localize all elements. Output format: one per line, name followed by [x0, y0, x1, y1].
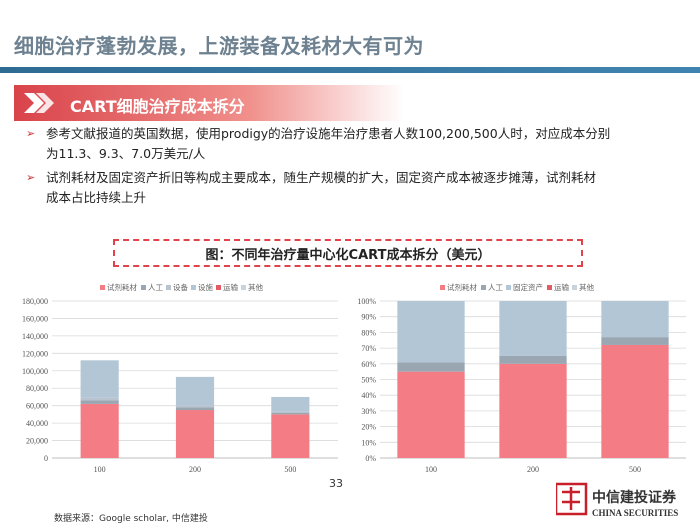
legend-entry: 固定资产	[513, 282, 543, 292]
legend-entry: 其他	[579, 282, 594, 292]
legend-entry: 人工	[488, 283, 503, 292]
legend-entry: 设备	[173, 282, 188, 292]
svg-text:CHINA SECURITIES: CHINA SECURITIES	[592, 508, 678, 518]
y-tick-label: 40,000	[26, 419, 48, 428]
legend-entry: 试剂耗材	[107, 282, 137, 292]
cost-share-chart: 0% 10% 20% 30% 40% 50% 60% 70% 80% 90% 100% 100 200 5…	[357, 282, 686, 474]
legend-swatch	[141, 285, 146, 290]
section-banner	[14, 85, 404, 121]
y-tick-label: 80,000	[26, 384, 48, 393]
x-tick-label: 100	[425, 465, 437, 474]
y-tick-label: 30%	[361, 407, 376, 416]
y-tick-label: 0%	[365, 454, 376, 463]
legend-swatch	[440, 285, 445, 290]
section-label: CART细胞治疗成本拆分	[70, 97, 245, 116]
y-tick-label: 70%	[361, 344, 376, 353]
source-note: 数据来源：Google scholar, 中信建投	[54, 514, 208, 524]
bar-segment-试剂耗材	[601, 344, 669, 458]
company-logo: 中信建投证券 CHINA SECURITIES	[556, 482, 678, 518]
y-tick-label: 140,000	[22, 332, 48, 341]
legend-entry: 人工	[148, 283, 163, 292]
legend-entry: 设施	[198, 282, 213, 292]
chevron-double-right-icon	[24, 93, 54, 113]
bar-segment-试剂耗材	[499, 363, 567, 458]
x-tick-label: 200	[527, 465, 539, 474]
legend-swatch	[100, 285, 105, 290]
bullet-item: ➢ 参考文献报道的英国数据，使用prodigy的治疗设施年治疗患者人数100,2…	[26, 124, 676, 164]
page-number: 33	[329, 477, 343, 490]
bar-segment-人工	[601, 337, 669, 345]
bullet-line: 参考文献报道的英国数据，使用prodigy的治疗设施年治疗患者人数100,200…	[46, 126, 611, 141]
legend-swatch	[216, 285, 221, 290]
bullet-line: 成本占比持续上升	[46, 190, 147, 205]
bar-segment-试剂耗材	[80, 403, 119, 458]
y-tick-label: 20%	[361, 423, 376, 432]
legend-entry: 运输	[223, 282, 238, 292]
x-tick-label: 500	[629, 465, 641, 474]
y-tick-label: 40%	[361, 391, 376, 400]
y-tick-label: 60%	[361, 360, 376, 369]
legend-swatch	[547, 285, 552, 290]
legend-entry: 试剂耗材	[447, 282, 477, 292]
figure-caption: 图：不同年治疗量中心化CART成本拆分（美元）	[113, 239, 583, 267]
arrow-bullet-icon: ➢	[26, 171, 36, 184]
bar-segment-设备	[175, 405, 215, 408]
bullet-item: ➢ 试剂耗材及固定资产折旧等构成主要成本，随生产规模的扩大，固定资产成本被逐步摊…	[26, 168, 676, 208]
legend-swatch	[506, 285, 511, 290]
y-tick-label: 100%	[357, 297, 376, 306]
y-tick-label: 80%	[361, 328, 376, 337]
cost-absolute-chart: 0 20,000 40,000 60,000 80,000 100,000 120,000 1…	[22, 282, 338, 474]
bar-segment-试剂耗材	[175, 410, 215, 458]
svg-text:中信建投证券: 中信建投证券	[592, 489, 677, 506]
bar-segment-固定资产	[499, 301, 567, 356]
title-rule	[0, 67, 700, 73]
x-tick-label: 500	[284, 465, 296, 474]
bar-segment-人工	[499, 355, 567, 364]
legend-swatch	[481, 285, 486, 290]
y-tick-label: 60,000	[26, 402, 48, 411]
y-tick-label: 20,000	[26, 437, 48, 446]
bullet-list: ➢ 参考文献报道的英国数据，使用prodigy的治疗设施年治疗患者人数100,2…	[26, 124, 676, 212]
legend-entry: 运输	[554, 282, 569, 292]
bar-segment-人工	[397, 362, 465, 372]
bar-segment-人工	[271, 412, 310, 415]
bullet-line: 试剂耗材及固定资产折旧等构成主要成本，随生产规模的扩大，固定资产成本被逐步摊薄，…	[46, 170, 597, 185]
y-tick-label: 180,000	[22, 297, 48, 306]
bar-segment-设施	[80, 360, 119, 398]
bar-segment-设备	[271, 411, 310, 413]
y-tick-label: 90%	[361, 313, 376, 322]
bar-segment-设备	[80, 397, 119, 401]
legend-swatch	[572, 285, 577, 290]
legend-entry: 其他	[248, 282, 263, 292]
page-title: 细胞治疗蓬勃发展，上游装备及耗材大有可为	[14, 34, 424, 58]
y-tick-label: 10%	[361, 438, 376, 447]
bar-segment-固定资产	[601, 301, 669, 338]
legend-swatch	[166, 285, 171, 290]
bar-segment-设施	[175, 376, 215, 406]
y-tick-label: 120,000	[22, 349, 48, 358]
x-tick-label: 100	[94, 465, 106, 474]
bar-segment-人工	[175, 407, 215, 411]
arrow-bullet-icon: ➢	[26, 127, 36, 140]
x-tick-label: 200	[189, 465, 201, 474]
y-tick-label: 50%	[361, 376, 376, 385]
y-tick-label: 0	[44, 454, 48, 463]
bar-segment-人工	[80, 400, 119, 404]
legend-swatch	[241, 285, 246, 290]
bar-segment-固定资产	[397, 301, 465, 363]
bullet-line: 为11.3、9.3、7.0万美元/人	[46, 146, 206, 161]
bar-segment-试剂耗材	[397, 371, 465, 458]
bar-segment-设施	[271, 396, 310, 412]
bar-segment-试剂耗材	[271, 414, 310, 458]
legend-swatch	[191, 285, 196, 290]
y-tick-label: 160,000	[22, 314, 48, 323]
y-tick-label: 100,000	[22, 367, 48, 376]
